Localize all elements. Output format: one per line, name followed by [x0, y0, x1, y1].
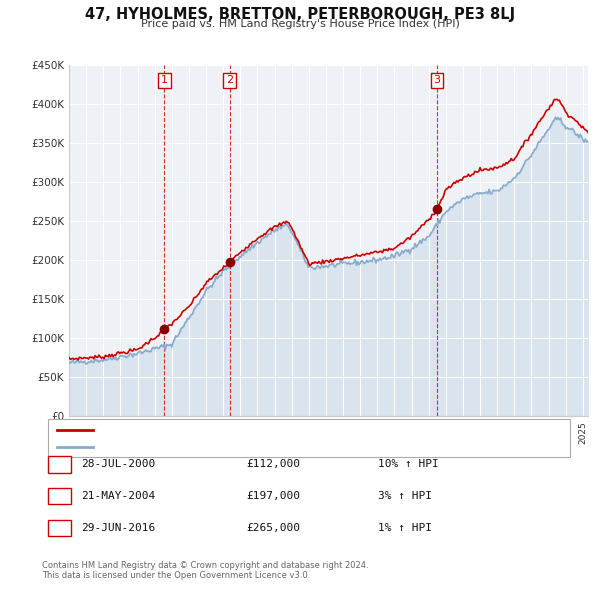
- Text: 3: 3: [56, 523, 63, 533]
- Text: £197,000: £197,000: [246, 491, 300, 501]
- Text: 21-MAY-2004: 21-MAY-2004: [81, 491, 155, 501]
- Text: 29-JUN-2016: 29-JUN-2016: [81, 523, 155, 533]
- Text: 47, HYHOLMES, BRETTON, PETERBOROUGH, PE3 8LJ: 47, HYHOLMES, BRETTON, PETERBOROUGH, PE3…: [85, 7, 515, 22]
- Text: 28-JUL-2000: 28-JUL-2000: [81, 460, 155, 469]
- Text: 10% ↑ HPI: 10% ↑ HPI: [378, 460, 439, 469]
- Text: 1% ↑ HPI: 1% ↑ HPI: [378, 523, 432, 533]
- Text: Contains HM Land Registry data © Crown copyright and database right 2024.: Contains HM Land Registry data © Crown c…: [42, 560, 368, 569]
- Text: HPI: Average price, detached house, City of Peterborough: HPI: Average price, detached house, City…: [99, 441, 380, 451]
- Text: 2: 2: [56, 491, 63, 501]
- Text: This data is licensed under the Open Government Licence v3.0.: This data is licensed under the Open Gov…: [42, 571, 310, 580]
- Text: £112,000: £112,000: [246, 460, 300, 469]
- Text: £265,000: £265,000: [246, 523, 300, 533]
- Text: Price paid vs. HM Land Registry's House Price Index (HPI): Price paid vs. HM Land Registry's House …: [140, 19, 460, 29]
- Text: 1: 1: [56, 460, 63, 469]
- Text: 1: 1: [161, 76, 168, 86]
- Text: 3: 3: [434, 76, 440, 86]
- Text: 3% ↑ HPI: 3% ↑ HPI: [378, 491, 432, 501]
- Text: 2: 2: [226, 76, 233, 86]
- Text: 47, HYHOLMES, BRETTON, PETERBOROUGH, PE3 8LJ (detached house): 47, HYHOLMES, BRETTON, PETERBOROUGH, PE3…: [99, 425, 444, 435]
